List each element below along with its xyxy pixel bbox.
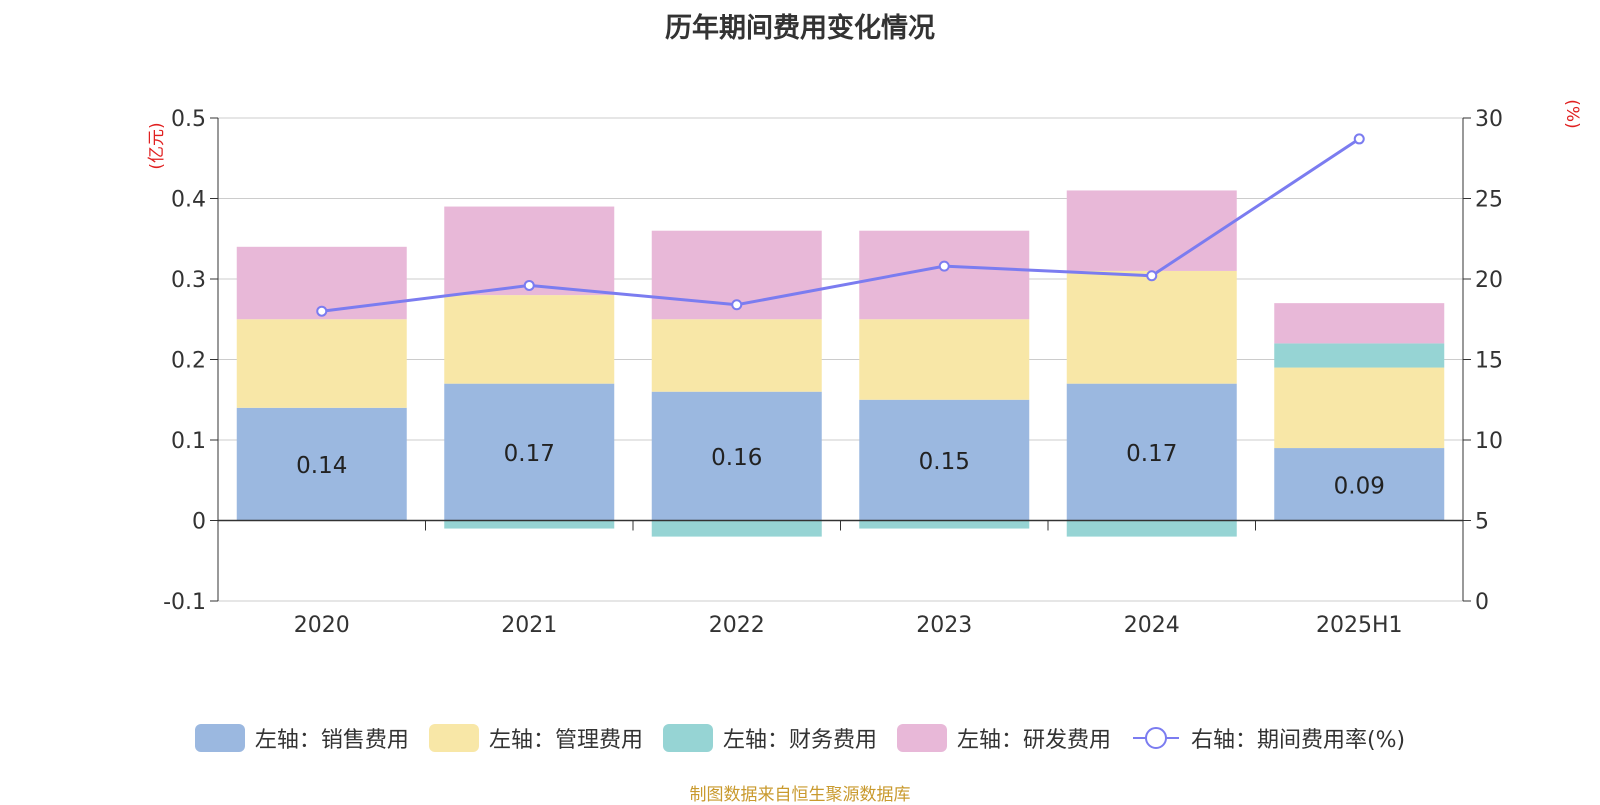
right-tick-label: 20 (1475, 268, 1503, 293)
bar-segment (1066, 383, 1237, 521)
category-label: 2022 (709, 613, 765, 638)
bar-segment (859, 399, 1030, 521)
rate-point (1146, 270, 1158, 282)
legend-swatch (194, 724, 245, 752)
left-tick-label: 0.2 (171, 349, 206, 374)
bar-segment (859, 230, 1030, 320)
chart-title: 历年期间费用变化情况 (665, 13, 935, 44)
rate-line (321, 137, 1361, 313)
bar-segment (651, 319, 822, 392)
right-tick-label: 30 (1475, 107, 1503, 132)
bar-segment (1274, 303, 1445, 344)
rate-point (1353, 133, 1365, 145)
legend-swatch (428, 724, 479, 752)
legend-item[interactable]: 左轴：研发费用 (896, 722, 1111, 754)
category-label: 2020 (294, 613, 350, 638)
axes: -0.1 0 0.1 0.2 0.3 0.4 0.5 0 5 10 15 20 25 30 (亿元) (%) 2… (147, 99, 1582, 638)
left-tick-label: 0.5 (171, 107, 206, 132)
left-tick-label: 0 (192, 510, 206, 535)
rate-point (731, 299, 743, 311)
bar-segment (444, 520, 615, 529)
bar-segment (236, 319, 407, 408)
legend: 左轴：销售费用 左轴：管理费用 左轴：财务费用 左轴：研发费用 右轴：期间费用率(%) (0, 718, 1600, 758)
legend-label: 左轴：财务费用 (722, 728, 877, 753)
category-label: 2023 (916, 613, 972, 638)
right-tick-label: 5 (1475, 510, 1489, 535)
bar-segment (1066, 520, 1237, 537)
rate-line-series (316, 133, 1365, 317)
legend-item[interactable]: 左轴：管理费用 (428, 722, 643, 754)
bar-segment (1274, 343, 1445, 368)
category-label: 2025H1 (1316, 613, 1403, 638)
right-tick-label: 25 (1475, 188, 1503, 213)
rate-point (938, 260, 950, 272)
bar-segment (1274, 448, 1445, 521)
left-tick-label: 0.3 (171, 268, 206, 293)
bar-segment (651, 391, 822, 521)
right-tick-label: 10 (1475, 429, 1503, 454)
legend-label: 右轴：期间费用率(%) (1190, 728, 1406, 753)
bar-segment (651, 520, 822, 537)
bar-segment (444, 383, 615, 521)
category-label: 2024 (1124, 613, 1180, 638)
bar-segment (236, 407, 407, 521)
left-tick-label: 0.1 (171, 429, 206, 454)
right-axis-unit: (%) (1562, 99, 1582, 128)
bar-segment (1066, 190, 1237, 271)
bar-segment (1066, 270, 1237, 384)
rate-point (316, 305, 328, 317)
grid-lines (218, 117, 1463, 602)
legend-label: 左轴：管理费用 (488, 728, 643, 753)
bar-data-label: 0.17 (1126, 441, 1177, 467)
right-tick-label: 0 (1475, 590, 1489, 615)
data-labels: 0.14 0.17 0.16 0.15 0.17 0.09 (296, 441, 1385, 499)
left-tick-label: 0.4 (171, 188, 206, 213)
legend-line-swatch (1132, 727, 1179, 749)
left-axis-unit: (亿元) (147, 122, 167, 169)
bar-segment (444, 295, 615, 384)
legend-item[interactable]: 右轴：期间费用率(%) (1131, 722, 1405, 754)
bar-segment (859, 319, 1030, 400)
bar-data-label: 0.14 (296, 453, 347, 479)
left-tick-label: -0.1 (163, 590, 206, 615)
right-tick-label: 15 (1475, 349, 1503, 374)
bar-data-label: 0.09 (1334, 473, 1385, 499)
legend-label: 左轴：研发费用 (956, 728, 1111, 753)
bar-series (236, 190, 1445, 537)
legend-label: 左轴：销售费用 (254, 728, 409, 753)
source-note: 制图数据来自恒生聚源数据库 (689, 785, 911, 805)
legend-swatch (896, 724, 947, 752)
bar-data-label: 0.17 (504, 441, 555, 467)
bar-data-label: 0.15 (919, 449, 970, 475)
legend-item[interactable]: 左轴：销售费用 (194, 722, 409, 754)
legend-item[interactable]: 左轴：财务费用 (662, 722, 877, 754)
bar-segment (1274, 367, 1445, 449)
legend-swatch (662, 724, 713, 752)
rate-point (523, 279, 535, 291)
bar-data-label: 0.16 (711, 445, 762, 471)
category-label: 2021 (501, 613, 557, 638)
bar-segment (859, 520, 1030, 529)
